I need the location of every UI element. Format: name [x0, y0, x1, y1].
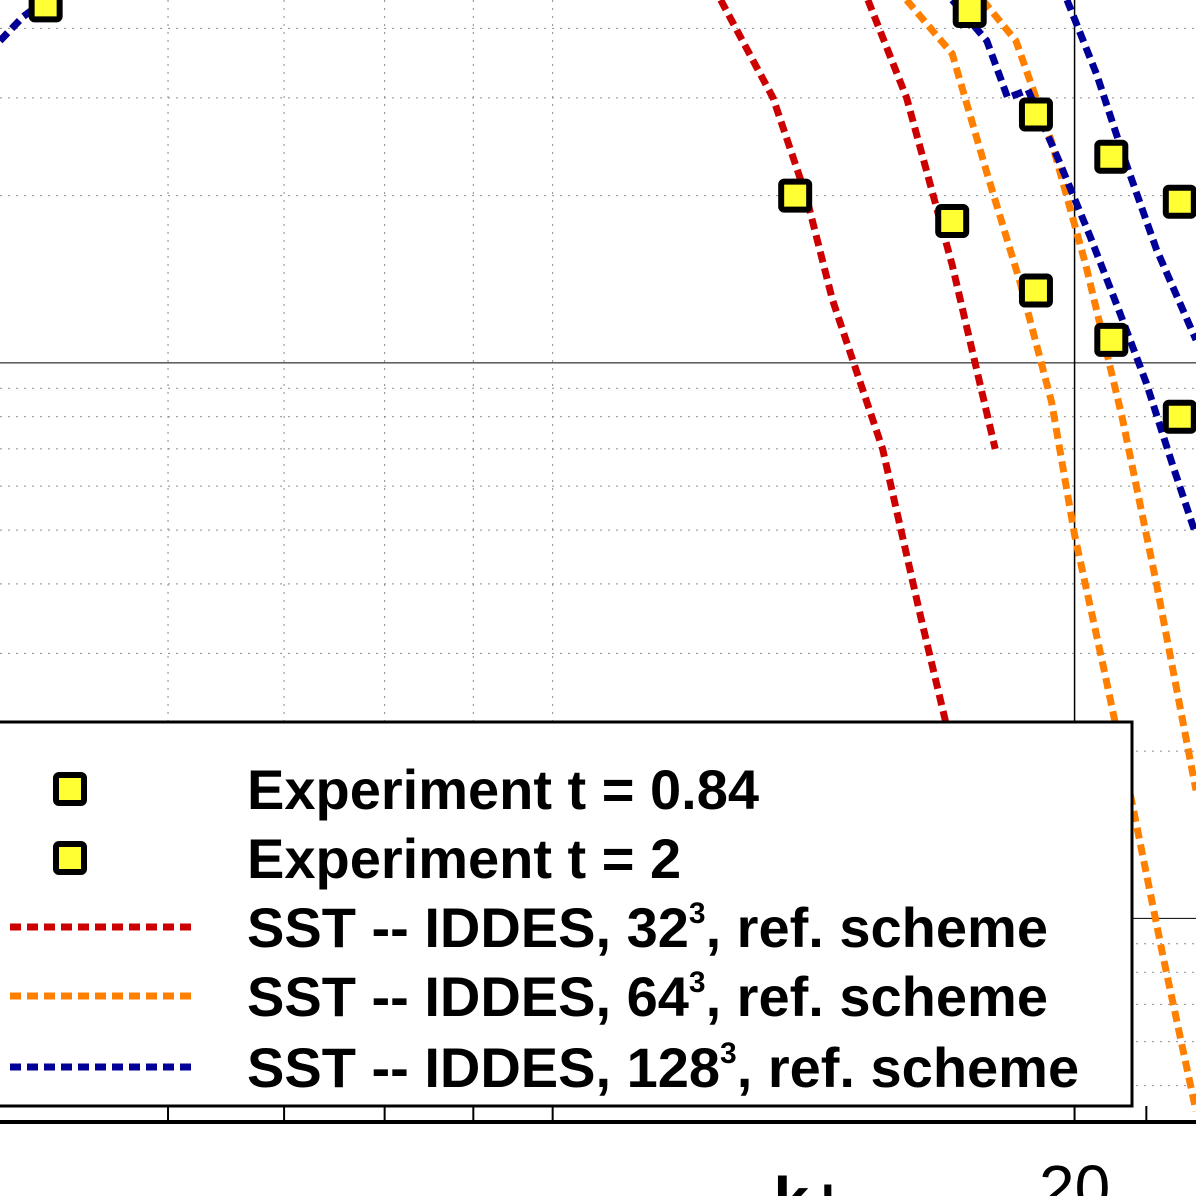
data-point	[778, 178, 813, 213]
data-point	[1018, 97, 1053, 132]
legend-label: SST -- IDDES, 643, ref. scheme	[247, 965, 1048, 1028]
legend-label: Experiment t = 2	[247, 827, 681, 890]
axis-labels: 20 k+	[774, 1152, 1111, 1196]
series-line-segment	[903, 0, 1196, 1112]
x-tick-label: 20	[1039, 1152, 1110, 1196]
series-line-segment	[979, 0, 1196, 792]
series-markers-0	[28, 0, 1196, 219]
data-point	[1094, 139, 1129, 174]
axes	[0, 1106, 1196, 1124]
data-point	[952, 0, 987, 28]
legend-label: SST -- IDDES, 323, ref. scheme	[247, 896, 1048, 959]
data-point	[1162, 184, 1196, 219]
legend-box	[0, 720, 1134, 1108]
data-point	[1094, 322, 1129, 357]
legend-marker	[53, 772, 87, 806]
data-point	[935, 204, 970, 239]
data-series	[0, 0, 1196, 1112]
data-point	[28, 0, 63, 23]
series-markers-1	[935, 204, 1196, 434]
legend-label: Experiment t = 0.84	[247, 758, 759, 821]
series-line-segment	[717, 0, 999, 989]
legend-marker	[53, 841, 87, 875]
series-line-segment	[949, 0, 1196, 537]
legend-label: SST -- IDDES, 1283, ref. scheme	[247, 1036, 1079, 1099]
series-line-segment	[864, 0, 999, 450]
series-line-segment	[1063, 0, 1196, 342]
x-axis-label: k+	[774, 1164, 847, 1196]
data-point	[1018, 273, 1053, 308]
data-point	[1162, 399, 1196, 434]
